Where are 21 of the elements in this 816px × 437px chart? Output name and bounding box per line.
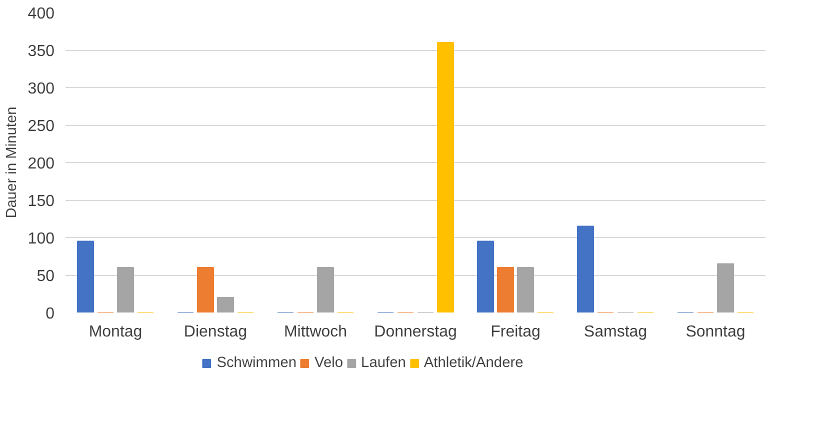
legend-label: Athletik/Andere [424,355,524,371]
x-tick-label: Sonntag [686,324,746,340]
y-tick-label: 400 [28,6,55,22]
x-tick-label: Montag [88,324,142,340]
y-tick-label: 50 [36,268,55,285]
y-tick-label: 150 [28,193,55,210]
y-tick-label: 250 [28,118,55,135]
x-tick-label: Donnerstag [374,324,457,340]
y-tick-label: 200 [28,156,55,172]
x-tick-label: Freitag [490,324,540,340]
y-tick-label: 100 [28,230,55,248]
legend-label: Schwimmen [216,355,297,371]
y-axis-title: Dauer in Minuten [4,106,20,218]
legend-label: Laufen [361,355,406,371]
x-tick-label: Mittwoch [284,324,348,340]
y-tick-label: 350 [28,43,55,60]
x-tick-label: Dienstag [184,324,248,340]
y-tick-label: 0 [46,306,55,322]
y-tick-label: 300 [28,80,55,98]
legend-label: Velo [314,355,344,371]
x-tick-label: Samstag [584,324,648,340]
